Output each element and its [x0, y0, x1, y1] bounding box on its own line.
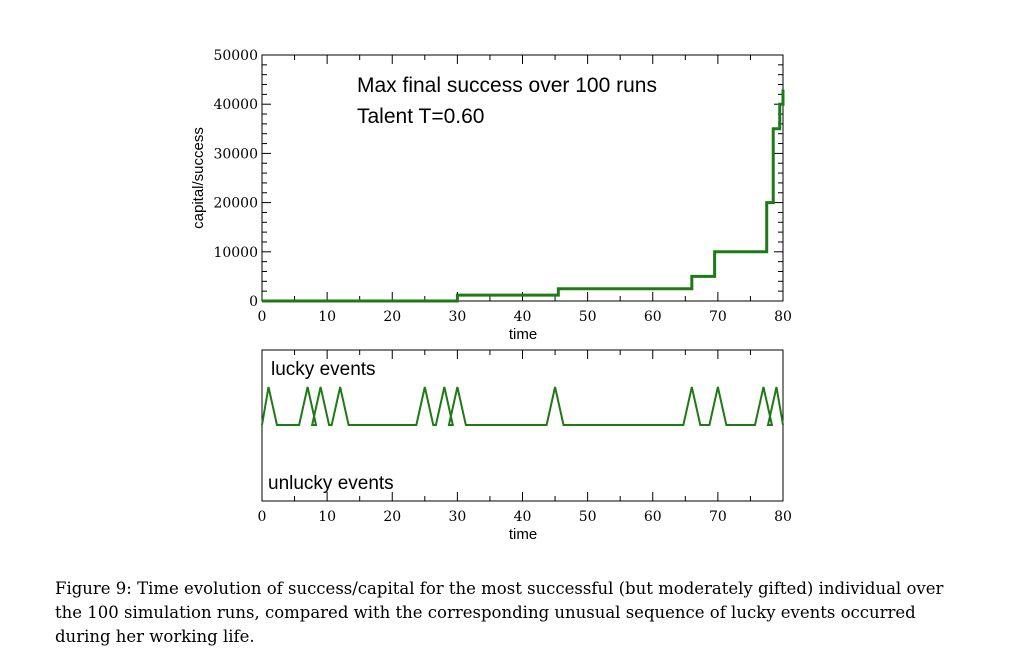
bottom-x-tick-label: 80 [774, 509, 792, 525]
top-y-tick-label: 10000 [213, 245, 258, 261]
top-y-tick-label: 50000 [213, 48, 258, 64]
events-line [261, 386, 784, 426]
bottom-x-tick-label: 40 [514, 509, 532, 525]
bottom-x-tick-label: 10 [318, 509, 336, 525]
success-line [262, 89, 785, 303]
top-x-tick-label: 70 [709, 309, 727, 325]
bottom-x-tick-label: 30 [448, 509, 466, 525]
top-x-tick-label: 50 [579, 309, 597, 325]
top-x-tick-label: 80 [774, 309, 792, 325]
bottom-axis-ticks [261, 350, 784, 501]
top-y-tick-label: 20000 [213, 196, 258, 212]
top-x-tick-label: 10 [318, 309, 336, 325]
top-x-tick-label: 20 [383, 309, 401, 325]
top-x-tick-labels: 0 10 20 30 40 50 60 70 80 [258, 309, 792, 325]
top-annotation-talent: Talent T=0.60 [357, 105, 484, 128]
bottom-x-tick-label: 60 [644, 509, 662, 525]
bottom-x-tick-label: 50 [579, 509, 597, 525]
top-x-tick-label: 30 [448, 309, 466, 325]
events-chart: 0 10 20 30 40 50 60 70 80 lucky events unlucky e… [258, 349, 792, 543]
bottom-x-tick-label: 70 [709, 509, 727, 525]
top-y-axis-title: capital/success [190, 127, 207, 229]
top-y-tick-label: 30000 [213, 146, 258, 162]
bottom-x-tick-labels: 0 10 20 30 40 50 60 70 80 [258, 509, 792, 525]
bottom-x-tick-label: 20 [383, 509, 401, 525]
top-x-tick-label: 60 [644, 309, 662, 325]
bottom-x-tick-label: 0 [258, 509, 267, 525]
top-annotation-title: Max final success over 100 runs [357, 74, 657, 97]
lucky-events-label: lucky events [271, 359, 376, 380]
bottom-x-axis-title: time [509, 526, 537, 543]
capital-chart: 0 10 20 30 40 50 60 70 80 0 10000 20000 30000 40000 5… [190, 48, 792, 343]
top-y-tick-labels: 0 10000 20000 30000 40000 50000 [213, 48, 258, 310]
top-x-tick-label: 0 [258, 309, 267, 325]
top-y-tick-label: 40000 [213, 97, 258, 113]
unlucky-events-label: unlucky events [268, 473, 394, 494]
figure-caption: Figure 9: Time evolution of success/capi… [55, 579, 944, 646]
top-x-tick-label: 40 [514, 309, 532, 325]
top-x-axis-title: time [509, 326, 537, 343]
top-y-tick-label: 0 [249, 294, 258, 310]
figure: 0 10 20 30 40 50 60 70 80 0 10000 20000 30000 40000 5… [190, 48, 792, 543]
